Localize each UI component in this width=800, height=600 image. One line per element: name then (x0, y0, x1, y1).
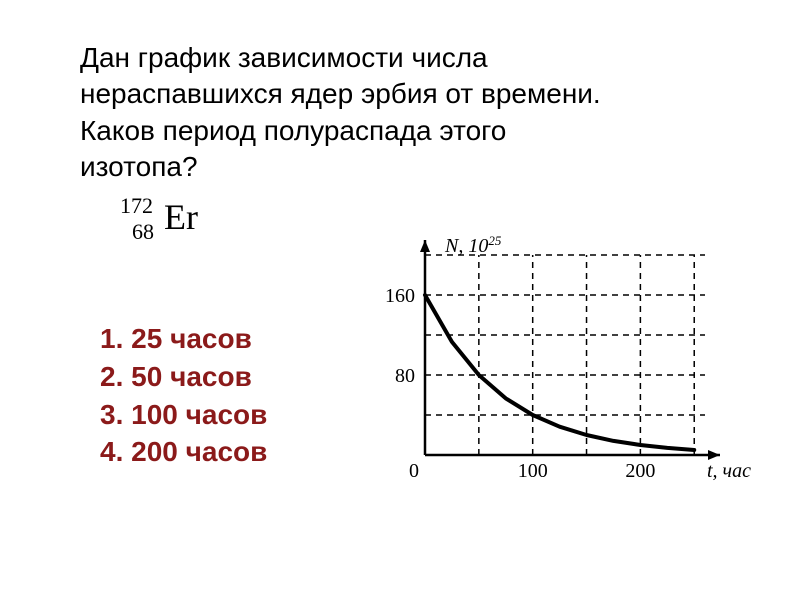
answer-num: 3. (100, 399, 123, 430)
answer-num: 2. (100, 361, 123, 392)
question-line: изотопа? (80, 151, 198, 182)
isotope-mass: 172 (120, 195, 153, 217)
question-line: Каков период полураспада этого (80, 115, 506, 146)
svg-text:t, час: t, час (707, 460, 751, 482)
question-line: Дан график зависимости числа (80, 42, 488, 73)
svg-text:0: 0 (409, 460, 419, 482)
answer-option: 3. 100 часов (100, 396, 267, 434)
answer-text: 100 часов (131, 399, 267, 430)
answer-list: 1. 25 часов 2. 50 часов 3. 100 часов 4. … (100, 320, 267, 471)
question-text: Дан график зависимости числа нераспавших… (80, 40, 720, 186)
answer-num: 1. (100, 323, 123, 354)
answer-option: 1. 25 часов (100, 320, 267, 358)
svg-text:200: 200 (625, 460, 655, 482)
svg-text:100: 100 (518, 460, 548, 482)
svg-text:N, 1025: N, 1025 (444, 233, 502, 257)
question-line: нераспавшихся ядер эрбия от времени. (80, 78, 601, 109)
svg-text:160: 160 (385, 285, 415, 307)
answer-text: 200 часов (131, 436, 267, 467)
isotope-symbol: Er (164, 199, 198, 235)
decay-chart: 0 100 200 80 160 N, 1025 t, час (355, 225, 755, 505)
answer-option: 4. 200 часов (100, 433, 267, 471)
isotope-atomic: 68 (132, 221, 154, 243)
svg-text:80: 80 (395, 365, 415, 387)
answer-num: 4. (100, 436, 123, 467)
chart-svg: 0 100 200 80 160 N, 1025 t, час (355, 225, 755, 505)
answer-text: 25 часов (131, 323, 252, 354)
answer-text: 50 часов (131, 361, 252, 392)
answer-option: 2. 50 часов (100, 358, 267, 396)
